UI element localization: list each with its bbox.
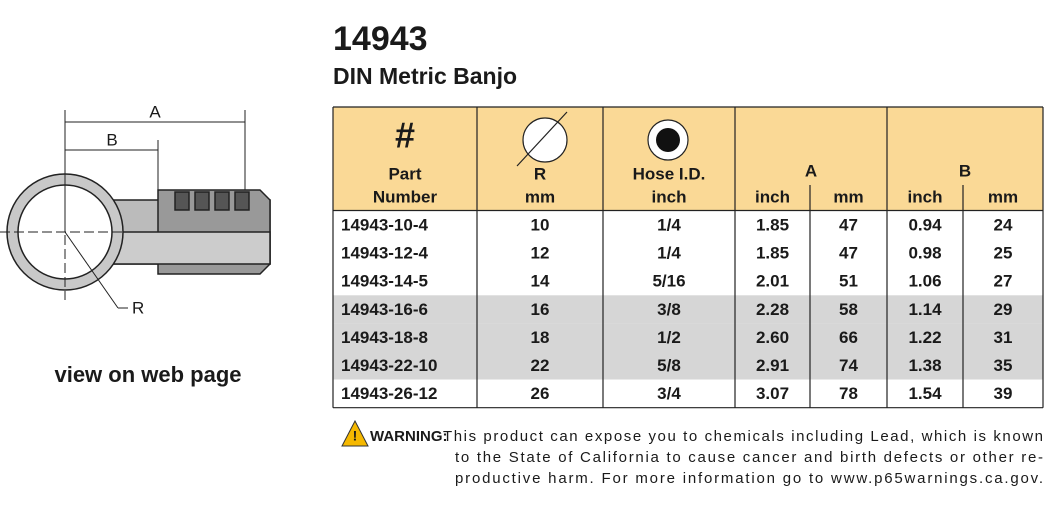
group-header: A <box>805 161 817 180</box>
cell: 14943-22-10 <box>341 356 437 375</box>
web-link[interactable]: view on web page <box>54 362 241 387</box>
row-bg <box>333 379 1043 408</box>
cell: 2.01 <box>756 272 789 291</box>
cell: 5/8 <box>657 356 681 375</box>
cell: 14943-12-4 <box>341 244 429 263</box>
cell: 18 <box>531 328 550 347</box>
svg-text:!: ! <box>353 428 358 444</box>
cell: 2.60 <box>756 328 789 347</box>
banjo-diagram <box>0 110 271 309</box>
cell: 14943-16-6 <box>341 300 428 319</box>
cell: 16 <box>531 300 550 319</box>
cell: 78 <box>839 384 858 403</box>
column-header: Part <box>388 164 421 183</box>
group-header: B <box>959 161 971 180</box>
radius-icon <box>522 117 568 163</box>
cell: 22 <box>531 356 550 375</box>
cell: 1.54 <box>908 384 942 403</box>
header-symbol: # <box>395 115 415 156</box>
warning-label: WARNING: <box>370 428 448 445</box>
cell: 47 <box>839 216 858 235</box>
cell: 1/2 <box>657 328 681 347</box>
warning-text: to the State of California to cause canc… <box>455 449 1043 466</box>
cell: 14943-26-12 <box>341 384 437 403</box>
cell: 58 <box>839 300 858 319</box>
cell: 14943-10-4 <box>341 216 429 235</box>
cell: 3/4 <box>657 384 681 403</box>
column-header: Hose I.D. <box>633 164 706 183</box>
cell: 0.98 <box>908 244 941 263</box>
cell: 1.85 <box>756 216 789 235</box>
cell: 12 <box>531 244 550 263</box>
cell: 14943-18-8 <box>341 328 428 347</box>
cell: 1/4 <box>657 244 681 263</box>
cell: 2.91 <box>756 356 789 375</box>
column-unit: Number <box>373 187 438 206</box>
column-header: R <box>534 164 546 183</box>
unit-header: inch <box>755 187 790 206</box>
unit-header: mm <box>833 187 863 206</box>
cell: 35 <box>994 356 1013 375</box>
subtitle: DIN Metric Banjo <box>333 63 517 89</box>
cell: 1.85 <box>756 244 789 263</box>
warning-text: productive harm. For more information go… <box>455 470 1043 487</box>
cell: 1.06 <box>908 272 941 291</box>
cell: 51 <box>839 272 858 291</box>
cell: 24 <box>994 216 1013 235</box>
radius-icon-slash <box>516 111 568 167</box>
cell: 5/16 <box>652 272 685 291</box>
cell: 14943-14-5 <box>341 272 428 291</box>
cell: 31 <box>994 328 1013 347</box>
cell: 10 <box>531 216 550 235</box>
cell: 74 <box>839 356 858 375</box>
dimension-label: B <box>106 130 117 149</box>
table: 14943-10-4 10 1/4 1.85 47 0.94 24 14943-12-4 12 1… <box>332 106 1044 409</box>
column-unit: mm <box>525 187 555 206</box>
cell: 25 <box>994 244 1013 263</box>
row-bg <box>333 295 1043 324</box>
column-unit: inch <box>652 187 687 206</box>
warning-icon: ! <box>341 419 369 447</box>
cell: 26 <box>531 384 550 403</box>
hose-icon-dot <box>656 128 680 152</box>
cell: 47 <box>839 244 858 263</box>
unit-header: inch <box>908 187 943 206</box>
cell: 1.22 <box>908 328 941 347</box>
header-band <box>333 107 1043 211</box>
cell: 2.28 <box>756 300 789 319</box>
dimension-label: A <box>149 102 161 121</box>
row-bg <box>333 267 1043 296</box>
cell: 3.07 <box>756 384 789 403</box>
cell: 1.38 <box>908 356 941 375</box>
cell: 66 <box>839 328 858 347</box>
cell: 3/8 <box>657 300 681 319</box>
cell: 39 <box>994 384 1013 403</box>
cell: 14 <box>531 272 550 291</box>
row-bg <box>333 323 1043 352</box>
dimension-label: R <box>132 298 144 317</box>
title: 14943 <box>333 20 428 58</box>
cell: 0.94 <box>908 216 942 235</box>
cell: 1.14 <box>908 300 942 319</box>
cell: 1/4 <box>657 216 681 235</box>
row-bg <box>333 211 1043 240</box>
cell: 27 <box>994 272 1013 291</box>
row-bg <box>333 351 1043 380</box>
warning-text: This product can expose you to chemicals… <box>443 428 1043 445</box>
cell: 29 <box>994 300 1013 319</box>
unit-header: mm <box>988 187 1018 206</box>
row-bg <box>333 239 1043 268</box>
